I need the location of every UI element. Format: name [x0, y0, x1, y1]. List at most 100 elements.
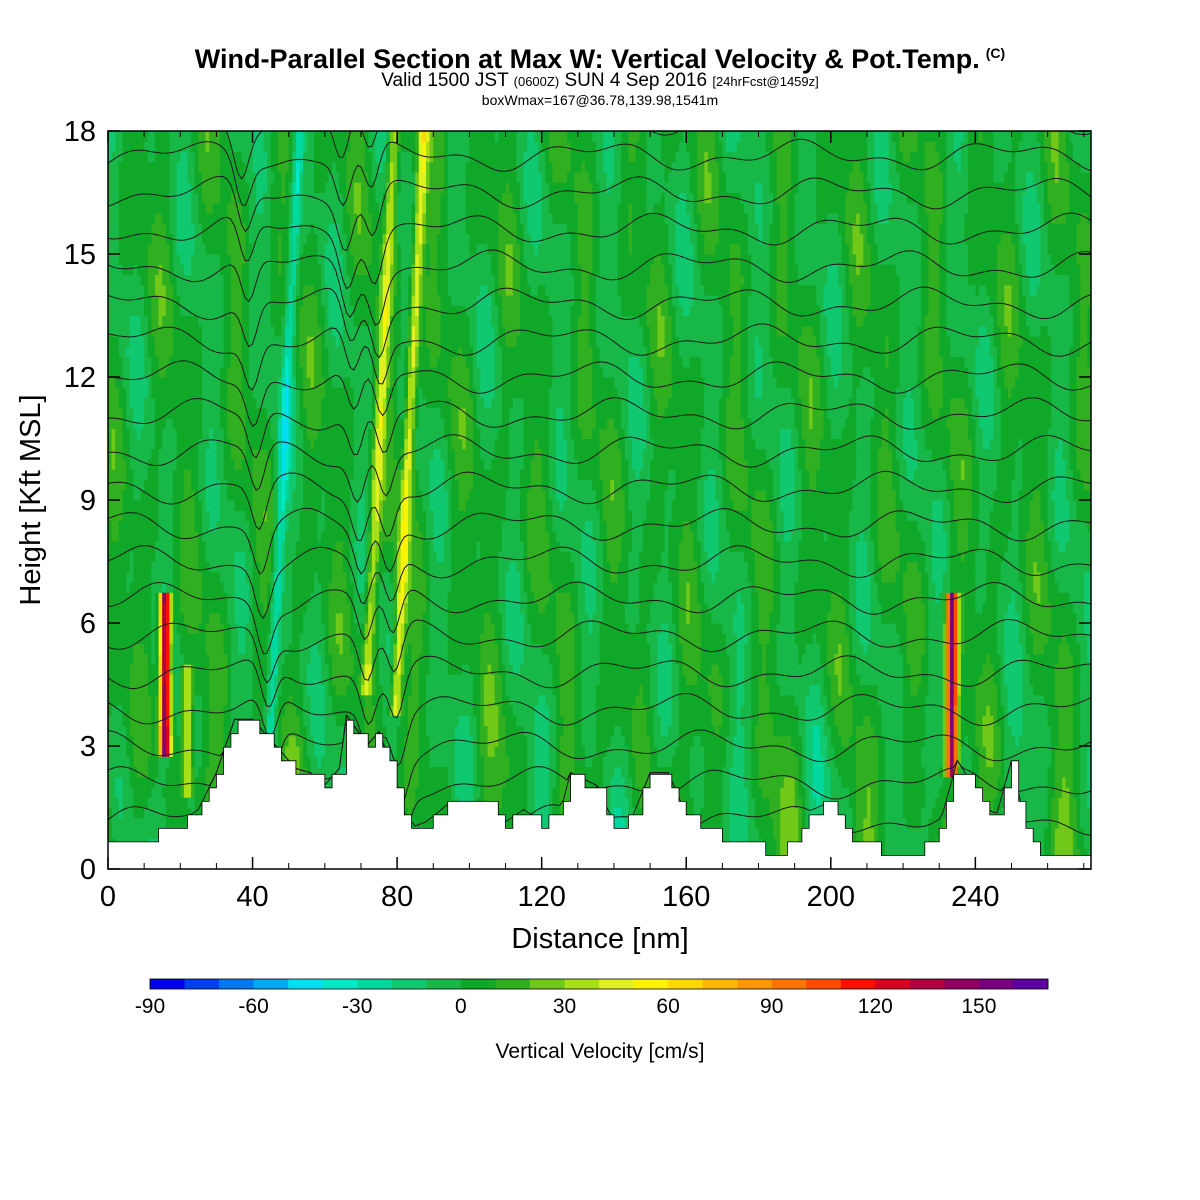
field-cell: [346, 254, 351, 265]
field-cell: [202, 131, 207, 142]
field-cell: [357, 664, 362, 675]
field-cell: [183, 817, 189, 829]
field-cell: [342, 520, 348, 532]
field-cell: [256, 418, 261, 429]
field-cell: [126, 264, 131, 276]
field-cell: [274, 284, 279, 296]
field-cell: [202, 684, 207, 696]
field-cell: [339, 500, 344, 511]
field-cell: [317, 694, 322, 706]
field-cell: [321, 448, 326, 460]
field-cell: [191, 325, 196, 337]
field-cell: [176, 438, 181, 450]
field-cell: [277, 674, 283, 686]
field-cell: [151, 520, 156, 532]
field-cell: [230, 664, 236, 675]
field-cell: [133, 284, 138, 296]
field-cell: [241, 582, 246, 593]
field-cell: [122, 161, 127, 173]
field-cell: [126, 500, 131, 511]
field-cell: [295, 387, 301, 399]
field-cell: [220, 500, 225, 511]
field-cell: [115, 192, 120, 204]
field-cell: [259, 459, 264, 470]
field-cell: [151, 202, 156, 214]
field-cell: [339, 551, 344, 563]
field-cell: [227, 643, 232, 655]
field-cell: [194, 377, 199, 388]
field-cell: [292, 346, 297, 358]
field-cell: [122, 407, 127, 419]
field-cell: [299, 161, 304, 173]
field-cell: [126, 182, 131, 194]
field-cell: [162, 202, 167, 214]
field-cell: [324, 141, 329, 153]
field-cell: [245, 571, 250, 583]
field-cell: [299, 315, 304, 327]
field-cell: [332, 325, 337, 337]
field-cell: [126, 233, 131, 245]
field-cell: [158, 233, 163, 245]
field-cell: [212, 674, 217, 686]
field-cell: [314, 489, 319, 501]
field-cell: [129, 213, 134, 224]
field-cell: [241, 428, 246, 440]
field-cell: [295, 561, 301, 573]
field-cell: [212, 551, 217, 563]
field-cell: [295, 438, 301, 450]
field-cell: [238, 202, 243, 214]
field-cell: [314, 428, 319, 440]
field-cell: [263, 213, 268, 224]
field-cell: [129, 397, 134, 409]
field-cell: [295, 674, 301, 686]
field-cell: [256, 459, 261, 470]
field-cell: [350, 633, 355, 645]
field-cell: [118, 684, 123, 696]
field-cell: [335, 336, 340, 347]
field-cell: [252, 243, 257, 255]
field-cell: [245, 623, 250, 634]
field-cell: [342, 664, 348, 675]
field-cell: [144, 346, 149, 358]
field-cell: [310, 192, 315, 204]
field-cell: [144, 828, 149, 839]
field-cell: [209, 623, 214, 634]
field-cell: [183, 797, 189, 809]
field-cell: [126, 551, 131, 563]
field-cell: [187, 602, 192, 614]
field-cell: [115, 592, 120, 604]
field-cell: [310, 346, 315, 358]
field-cell: [183, 233, 189, 245]
forecast-info: [24hrFcst@1459z]: [712, 74, 819, 89]
field-cell: [133, 479, 138, 491]
field-cell: [299, 192, 304, 204]
field-cell: [227, 407, 232, 419]
field-cell: [350, 243, 355, 255]
field-cell: [339, 725, 344, 737]
field-cell: [285, 469, 290, 481]
field-cell: [295, 182, 301, 194]
field-cell: [230, 397, 236, 409]
field-cell: [187, 787, 192, 798]
field-cell: [198, 387, 203, 399]
field-cell: [256, 530, 261, 542]
field-cell: [111, 336, 116, 347]
field-cell: [176, 243, 181, 255]
field-cell: [155, 735, 160, 747]
field-cell: [223, 541, 228, 552]
field-cell: [223, 510, 228, 522]
field-cell: [241, 407, 246, 419]
field-cell: [321, 725, 326, 737]
field-cell: [332, 418, 337, 429]
field-cell: [248, 633, 254, 645]
field-cell: [295, 223, 301, 235]
field-cell: [267, 151, 272, 163]
field-cell: [147, 787, 152, 798]
field-cell: [303, 582, 308, 593]
valid-date: SUN 4 Sep 2016: [564, 70, 708, 91]
field-cell: [267, 571, 272, 583]
field-cell: [350, 305, 355, 317]
field-cell: [306, 418, 311, 429]
field-cell: [263, 469, 268, 481]
field-cell: [256, 582, 261, 593]
